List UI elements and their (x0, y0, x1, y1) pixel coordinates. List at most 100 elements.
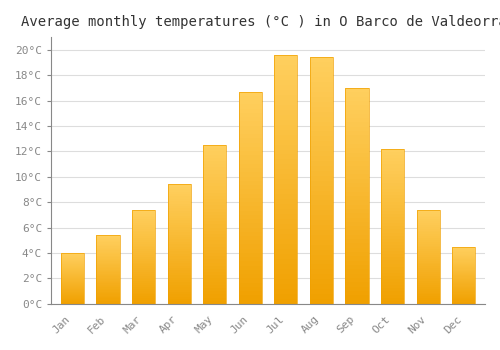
Bar (61, 285, 84, 286)
Bar (96, 256, 120, 257)
Bar (238, 261, 262, 266)
Bar (381, 198, 404, 202)
Bar (416, 293, 440, 294)
Bar (132, 302, 155, 304)
Bar (238, 134, 262, 138)
Bar (416, 255, 440, 257)
Bar (61, 281, 84, 282)
Bar (310, 235, 333, 240)
Bar (132, 259, 155, 261)
Bar (346, 222, 368, 226)
Bar (132, 287, 155, 289)
Bar (96, 235, 120, 304)
Bar (238, 177, 262, 181)
Bar (238, 266, 262, 270)
Bar (452, 278, 475, 279)
Bar (132, 227, 155, 229)
Bar (381, 186, 404, 189)
Bar (346, 243, 368, 248)
Bar (452, 287, 475, 288)
Bar (96, 252, 120, 253)
Bar (238, 181, 262, 185)
Bar (416, 236, 440, 238)
Bar (168, 266, 190, 268)
Bar (310, 136, 333, 141)
Bar (61, 293, 84, 294)
Bar (274, 244, 297, 249)
Bar (238, 194, 262, 198)
Bar (346, 217, 368, 222)
Bar (203, 244, 226, 247)
Bar (381, 189, 404, 192)
Bar (132, 294, 155, 296)
Bar (274, 294, 297, 299)
Bar (61, 297, 84, 298)
Bar (416, 302, 440, 304)
Bar (346, 153, 368, 157)
Bar (132, 221, 155, 223)
Bar (238, 92, 262, 96)
Bar (381, 223, 404, 226)
Bar (452, 250, 475, 251)
Bar (416, 281, 440, 283)
Bar (61, 261, 84, 262)
Bar (310, 220, 333, 225)
Bar (310, 270, 333, 274)
Bar (452, 275, 475, 276)
Bar (203, 224, 226, 228)
Bar (238, 295, 262, 300)
Bar (132, 293, 155, 294)
Bar (346, 274, 368, 278)
Bar (346, 261, 368, 265)
Bar (61, 295, 84, 296)
Bar (168, 292, 190, 294)
Bar (346, 226, 368, 230)
Bar (274, 80, 297, 85)
Bar (416, 251, 440, 253)
Bar (203, 183, 226, 187)
Bar (310, 195, 333, 201)
Bar (132, 242, 155, 244)
Bar (346, 230, 368, 235)
Bar (168, 208, 190, 211)
Bar (346, 278, 368, 282)
Bar (203, 174, 226, 177)
Bar (61, 303, 84, 304)
Bar (96, 249, 120, 250)
Bar (203, 158, 226, 161)
Bar (452, 267, 475, 268)
Bar (452, 283, 475, 285)
Bar (346, 300, 368, 304)
Bar (61, 270, 84, 271)
Bar (238, 211, 262, 215)
Bar (381, 248, 404, 251)
Bar (96, 253, 120, 254)
Bar (346, 122, 368, 127)
Bar (203, 209, 226, 212)
Bar (203, 152, 226, 155)
Bar (274, 65, 297, 70)
Bar (132, 264, 155, 266)
Bar (310, 57, 333, 62)
Bar (238, 206, 262, 211)
Bar (416, 214, 440, 216)
Bar (132, 225, 155, 227)
Bar (132, 238, 155, 240)
Bar (452, 286, 475, 287)
Bar (203, 298, 226, 301)
Bar (346, 191, 368, 196)
Bar (274, 214, 297, 219)
Bar (61, 278, 84, 279)
Bar (61, 254, 84, 255)
Bar (238, 130, 262, 134)
Bar (203, 285, 226, 288)
Bar (132, 266, 155, 268)
Bar (61, 302, 84, 303)
Bar (452, 249, 475, 250)
Bar (238, 113, 262, 117)
Bar (346, 196, 368, 200)
Bar (168, 223, 190, 225)
Bar (274, 184, 297, 189)
Bar (274, 55, 297, 60)
Bar (168, 211, 190, 213)
